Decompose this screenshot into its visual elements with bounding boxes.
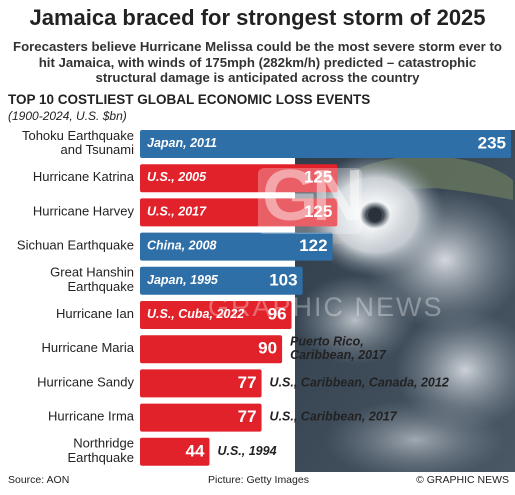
page-subtitle: Forecasters believe Hurricane Melissa co… <box>13 39 502 85</box>
location-label: U.S., Cuba, 2022 <box>147 307 244 321</box>
category-label: Northridge Earthquake <box>68 436 135 465</box>
category-label: Hurricane Katrina <box>33 170 135 185</box>
location-label: U.S., Caribbean, Canada, 2012 <box>270 376 449 390</box>
bar <box>140 437 210 466</box>
bar <box>140 301 292 329</box>
value-label: 103 <box>269 270 297 289</box>
satellite-image <box>295 130 515 472</box>
location-label: Japan, 2011 <box>147 136 217 150</box>
category-label: Hurricane Sandy <box>37 375 134 390</box>
location-label: Puerto Rico, Caribbean, 2017 <box>290 335 387 363</box>
watermark-text: GRAPHIC NEWS <box>208 292 444 322</box>
category-label: Tohoku Earthquake and Tsunami <box>22 128 134 157</box>
value-label: 125 <box>304 202 332 221</box>
picture-credit: Picture: Getty Images <box>208 474 309 486</box>
bar <box>140 130 511 158</box>
value-label: 44 <box>186 441 205 460</box>
bar <box>140 266 303 295</box>
category-label: Hurricane Irma <box>48 409 135 424</box>
location-label: U.S., 2005 <box>147 170 207 184</box>
location-label: U.S., 2017 <box>147 205 207 219</box>
value-label: 125 <box>304 168 332 187</box>
value-label: 77 <box>238 407 257 426</box>
brand-credit: © GRAPHIC NEWS <box>416 474 509 486</box>
location-label: U.S., 1994 <box>217 444 276 458</box>
bar <box>140 369 262 398</box>
bar <box>140 335 283 364</box>
chart-title: TOP 10 COSTLIEST GLOBAL ECONOMIC LOSS EV… <box>8 92 371 107</box>
location-label: U.S., Caribbean, 2017 <box>270 410 398 424</box>
source-note: Source: AON <box>8 474 70 486</box>
bar <box>140 232 333 261</box>
watermark-box <box>258 168 362 234</box>
category-label: Hurricane Maria <box>42 341 135 356</box>
bar <box>140 198 338 227</box>
value-label: 90 <box>258 339 277 358</box>
bar <box>140 403 262 432</box>
chart-unit-label: (1900-2024, U.S. $bn) <box>8 109 127 123</box>
location-label: Japan, 1995 <box>147 273 219 287</box>
bar <box>140 164 338 193</box>
value-label: 122 <box>299 236 327 255</box>
category-label: Hurricane Ian <box>56 306 134 321</box>
location-label: China, 2008 <box>147 239 217 253</box>
page-title: Jamaica braced for strongest storm of 20… <box>29 5 486 30</box>
category-label: Sichuan Earthquake <box>17 238 134 253</box>
watermark-logo: GN <box>262 156 364 236</box>
category-label: Great Hanshin Earthquake <box>50 265 134 294</box>
category-label: Hurricane Harvey <box>33 204 135 219</box>
value-label: 77 <box>238 373 257 392</box>
value-label: 96 <box>268 304 287 323</box>
value-label: 235 <box>478 133 506 152</box>
